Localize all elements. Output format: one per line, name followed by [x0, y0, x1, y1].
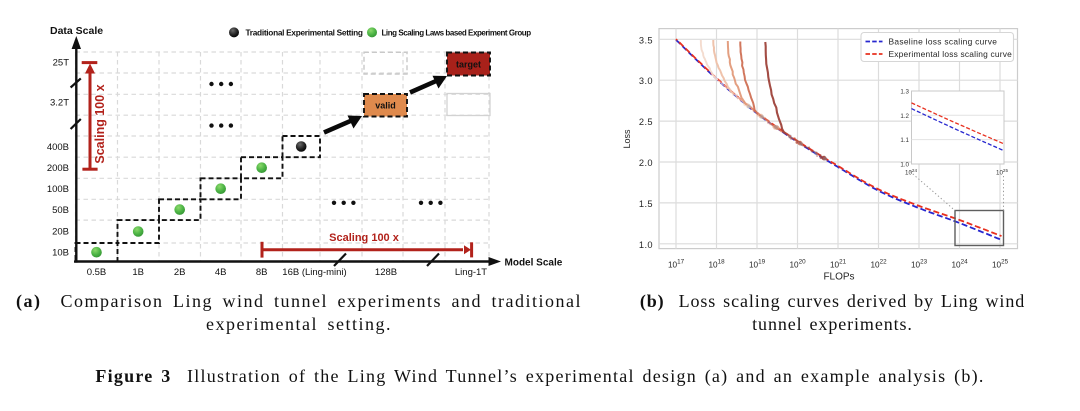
svg-text:1024: 1024 [952, 258, 969, 269]
svg-text:8B: 8B [256, 267, 268, 278]
svg-text:1017: 1017 [668, 258, 685, 269]
svg-text:3.2T: 3.2T [50, 98, 69, 109]
svg-text:1020: 1020 [790, 258, 807, 269]
svg-text:Baseline loss scaling curve: Baseline loss scaling curve [889, 37, 998, 47]
svg-text:1024: 1024 [905, 168, 917, 177]
svg-text:10B: 10B [52, 248, 69, 259]
svg-text:16B (Ling-mini): 16B (Ling-mini) [282, 267, 346, 278]
svg-text:Ling Scaling Laws based Experi: Ling Scaling Laws based Experiment Group [382, 29, 532, 38]
svg-text:50B: 50B [52, 205, 69, 216]
svg-text:valid: valid [375, 101, 396, 111]
svg-text:Scaling 100 x: Scaling 100 x [329, 232, 400, 244]
svg-text:Ling-1T: Ling-1T [455, 267, 487, 278]
svg-text:target: target [456, 60, 481, 70]
svg-text:1.1: 1.1 [900, 137, 909, 144]
svg-text:200B: 200B [47, 163, 69, 174]
svg-text:1025: 1025 [996, 168, 1008, 177]
svg-text:400B: 400B [47, 142, 69, 153]
svg-text:FLOPs: FLOPs [823, 272, 854, 283]
svg-text:Loss: Loss [622, 129, 632, 149]
svg-text:1.5: 1.5 [639, 199, 653, 209]
svg-text:1.2: 1.2 [900, 113, 909, 120]
svg-text:Traditional Experimental Setti: Traditional Experimental Setting [246, 28, 363, 38]
svg-text:1025: 1025 [992, 258, 1009, 269]
svg-text:3.5: 3.5 [639, 35, 653, 45]
svg-text:1022: 1022 [871, 258, 888, 269]
svg-text:2.5: 2.5 [639, 117, 653, 127]
svg-text:1021: 1021 [830, 258, 847, 269]
svg-text:128B: 128B [375, 267, 397, 278]
svg-text:0.5B: 0.5B [87, 267, 107, 278]
svg-text:Scaling 100 x: Scaling 100 x [93, 84, 107, 163]
svg-text:3.0: 3.0 [639, 76, 653, 86]
svg-text:1.3: 1.3 [900, 89, 909, 96]
svg-text:1.0: 1.0 [639, 240, 653, 250]
svg-text:1019: 1019 [749, 258, 766, 269]
svg-text:1018: 1018 [709, 258, 726, 269]
svg-text:Model Scale: Model Scale [505, 258, 563, 269]
svg-text:1.0: 1.0 [900, 161, 909, 168]
svg-text:4B: 4B [215, 267, 227, 278]
svg-text:25T: 25T [53, 58, 70, 69]
svg-text:Data Scale: Data Scale [50, 25, 103, 37]
svg-text:20B: 20B [52, 227, 69, 238]
svg-text:1023: 1023 [911, 258, 928, 269]
svg-text:Experimental loss scaling curv: Experimental loss scaling curve [889, 49, 1013, 59]
svg-text:100B: 100B [47, 184, 69, 195]
svg-text:1B: 1B [132, 267, 144, 278]
svg-text:2B: 2B [174, 267, 186, 278]
svg-text:2.0: 2.0 [639, 158, 653, 168]
